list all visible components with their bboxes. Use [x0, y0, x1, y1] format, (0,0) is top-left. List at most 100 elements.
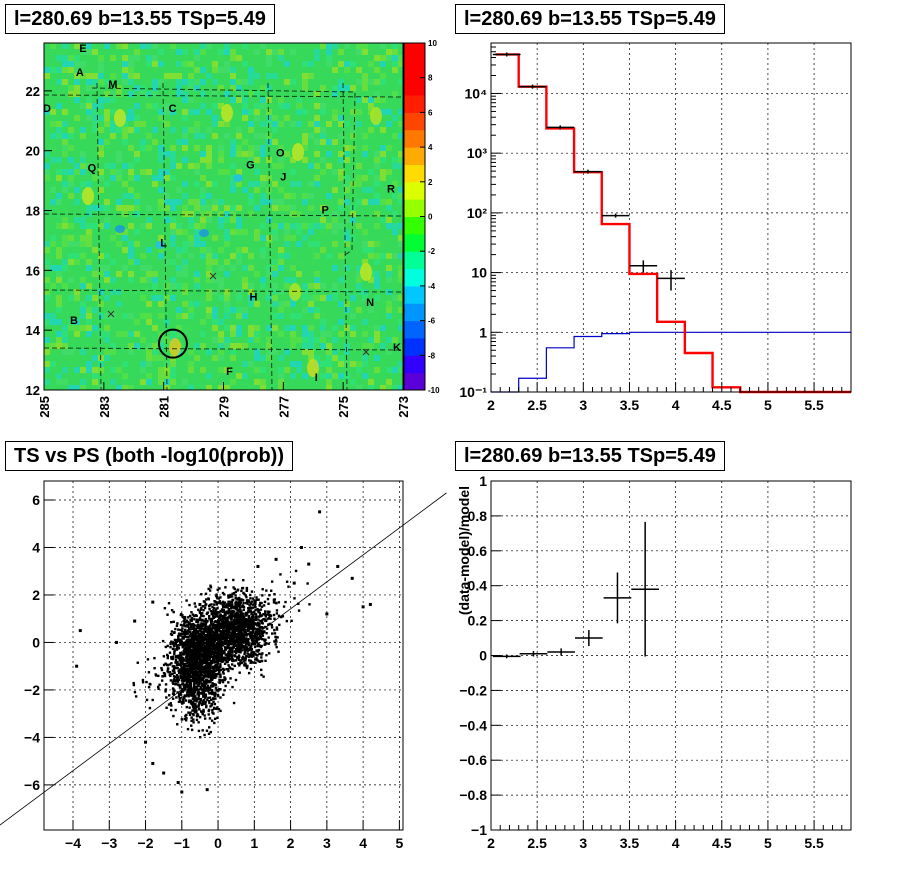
- map-pixel: [152, 253, 158, 259]
- scatter-point: [217, 639, 220, 642]
- map-pixel: [224, 229, 230, 235]
- map-pixel: [326, 355, 332, 361]
- map-pixel: [380, 199, 386, 205]
- scatter-point: [199, 697, 203, 701]
- scatter-point: [192, 691, 195, 695]
- scatter-point: [221, 680, 225, 684]
- scatter-point: [202, 657, 205, 660]
- map-pixel: [176, 181, 182, 187]
- scatter-point: [238, 623, 241, 626]
- scatter-point: [248, 626, 252, 629]
- map-pixel: [56, 223, 62, 229]
- scatter-point: [204, 702, 207, 706]
- map-pixel: [248, 301, 254, 307]
- map-pixel: [146, 205, 152, 211]
- map-pixel: [206, 247, 212, 253]
- scatter-point: [247, 607, 250, 610]
- scatter-point: [203, 714, 206, 717]
- map-pixel: [62, 55, 68, 61]
- scatter-point: [227, 594, 231, 597]
- map-pixel: [74, 367, 80, 373]
- map-pixel: [308, 283, 314, 289]
- scatter-point: [257, 638, 260, 641]
- map-pixel: [182, 97, 188, 103]
- map-pixel: [56, 193, 62, 199]
- map-pixel: [170, 379, 176, 385]
- map-pixel: [356, 97, 362, 103]
- map-pixel: [272, 265, 278, 271]
- map-pixel: [170, 145, 176, 151]
- map-pixel: [284, 79, 290, 85]
- map-cold-spot: [115, 225, 125, 233]
- map-pixel: [122, 247, 128, 253]
- scatter-point: [228, 631, 231, 634]
- map-pixel: [122, 67, 128, 73]
- map-pixel: [308, 223, 314, 229]
- map-pixel: [86, 115, 92, 121]
- scatter-point: [208, 675, 212, 678]
- map-pixel: [260, 217, 266, 223]
- scatter-point: [185, 670, 188, 673]
- scatter-point: [213, 660, 216, 663]
- map-pixel: [284, 283, 290, 289]
- map-pixel: [260, 223, 266, 229]
- scatter-point: [227, 596, 230, 599]
- map-pixel: [188, 223, 194, 229]
- scatter-point: [264, 610, 267, 613]
- map-pixel: [236, 295, 242, 301]
- scatter-point: [250, 613, 253, 616]
- scatter-point: [179, 693, 183, 696]
- map-pixel: [164, 73, 170, 79]
- map-pixel: [362, 247, 368, 253]
- scatter-point: [238, 641, 241, 644]
- map-pixel: [44, 73, 50, 79]
- scatter-point: [203, 658, 207, 661]
- map-pixel: [68, 355, 74, 361]
- map-pixel: [374, 283, 380, 289]
- x-tick-label: 2.5: [527, 397, 547, 413]
- scatter-point: [182, 658, 185, 661]
- scatter-point: [171, 655, 175, 659]
- scatter-point: [267, 636, 270, 639]
- map-pixel: [290, 181, 296, 187]
- scatter-point: [170, 620, 173, 624]
- scatter-point: [174, 656, 177, 659]
- x-tick-label: 281: [157, 396, 172, 418]
- scatter-point: [173, 652, 176, 656]
- scatter-point: [189, 711, 192, 714]
- map-pixel: [182, 229, 188, 235]
- x-tick-label: 275: [336, 396, 351, 418]
- map-pixel: [302, 283, 308, 289]
- map-pixel: [98, 271, 104, 277]
- scatter-point: [207, 690, 210, 693]
- scatter-point: [186, 659, 189, 662]
- map-pixel: [110, 97, 116, 103]
- map-pixel: [302, 121, 308, 127]
- scatter-point: [202, 690, 206, 693]
- map-pixel: [278, 259, 284, 265]
- scatter-point: [254, 658, 257, 661]
- map-pixel: [44, 349, 50, 355]
- map-pixel: [158, 247, 164, 253]
- scatter-point: [182, 644, 186, 647]
- scatter-point: [167, 602, 171, 605]
- map-pixel: [260, 133, 266, 139]
- map-pixel: [80, 49, 86, 55]
- scatter-point: [187, 695, 190, 698]
- scatter-point: [193, 699, 196, 702]
- map-pixel: [242, 229, 248, 235]
- map-pixel: [200, 343, 206, 349]
- scatter-point: [235, 611, 238, 615]
- map-pixel: [356, 385, 362, 390]
- map-pixel: [176, 313, 182, 319]
- scatter-point: [259, 645, 263, 649]
- scatter-point: [172, 665, 176, 668]
- scatter-point: [264, 638, 267, 642]
- scatter-point: [241, 614, 245, 618]
- map-pixel: [338, 319, 344, 325]
- map-pixel: [86, 103, 92, 109]
- map-pixel: [56, 103, 62, 109]
- map-pixel: [230, 325, 236, 331]
- map-pixel: [362, 187, 368, 193]
- scatter-point: [265, 589, 268, 592]
